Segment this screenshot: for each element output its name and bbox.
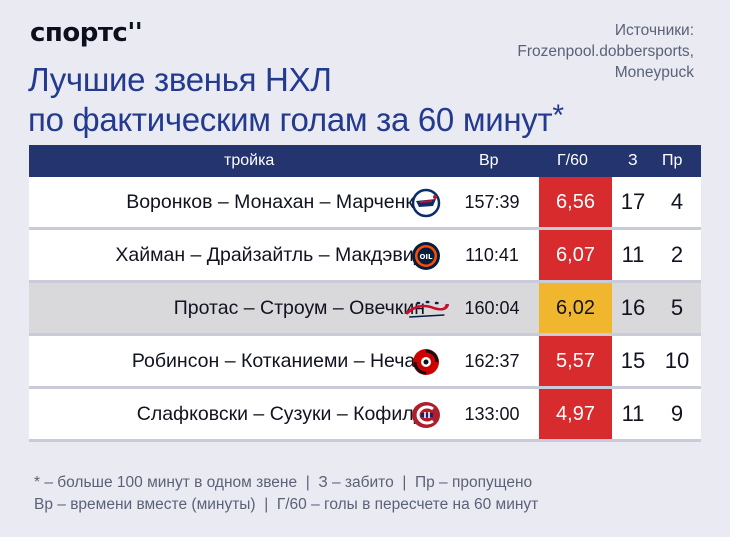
title-line2: по фактическим голам за 60 минут* bbox=[28, 99, 564, 140]
goals-scored: 16 bbox=[620, 295, 646, 320]
trio-name: Воронков – Монахан – Марченко bbox=[126, 191, 425, 213]
goals-per-60: 6,56 bbox=[539, 177, 612, 227]
table-row: Воронков – Монахан – Марченко 157:39 6,5… bbox=[29, 177, 701, 230]
goals-per-60: 4,97 bbox=[539, 389, 612, 439]
goals-per-60: 6,02 bbox=[539, 283, 612, 333]
footnote-line1: * – больше 100 минут в одном звене | З –… bbox=[34, 474, 533, 491]
sources: Источники: Frozenpool.dobbersports, Mone… bbox=[517, 20, 694, 83]
goals-scored: 17 bbox=[620, 189, 646, 214]
trio-name: Протас – Строум – Овечкин bbox=[173, 297, 425, 319]
header-gpm: Г/60 bbox=[557, 152, 588, 169]
time-together: 157:39 bbox=[464, 192, 520, 212]
brand-logo-mark: '' bbox=[127, 18, 143, 48]
goals-scored: 11 bbox=[621, 242, 645, 267]
sources-label: Источники: bbox=[614, 22, 694, 39]
goals-per-60: 6,07 bbox=[539, 230, 612, 280]
goals-allowed: 4 bbox=[670, 189, 684, 214]
title-line1: Лучшие звенья НХЛ bbox=[28, 61, 332, 98]
title-line2-text: по фактическим голам за 60 минут bbox=[28, 101, 553, 138]
table-row: Робинсон – Котканиеми – Нечас 162:37 5,5… bbox=[29, 336, 701, 389]
table-row: Слафковски – Сузуки – Кофилд 133:00 4,97… bbox=[29, 389, 701, 442]
montreal-canadiens-logo-icon bbox=[412, 402, 440, 428]
trio-name: Хайман – Драйзайтль – Макдэвид bbox=[115, 244, 425, 266]
footnote-line2: Вр – времени вместе (минуты) | Г/60 – го… bbox=[34, 496, 539, 513]
goals-allowed: 9 bbox=[670, 401, 684, 426]
goals-allowed: 5 bbox=[670, 295, 684, 320]
trio-name: Слафковски – Сузуки – Кофилд bbox=[136, 403, 425, 425]
edmonton-oilers-logo-icon: OIL bbox=[412, 242, 440, 270]
header-time: Вр bbox=[479, 152, 499, 169]
title-asterisk: * bbox=[552, 99, 564, 132]
goals-scored: 15 bbox=[620, 348, 646, 373]
brand-logo: спортс'' bbox=[30, 18, 143, 48]
goals-allowed: 10 bbox=[664, 348, 690, 373]
footnote: * – больше 100 минут в одном звене | З –… bbox=[34, 472, 538, 516]
sources-line2: Moneypuck bbox=[614, 64, 694, 81]
table-row-highlighted: Протас – Строум – Овечкин 160:04 6,02 16… bbox=[29, 283, 701, 336]
header-allowed: Пр bbox=[662, 152, 683, 169]
header-scored: З bbox=[628, 152, 638, 169]
header-trio: тройка bbox=[224, 152, 275, 169]
sources-line1: Frozenpool.dobbersports, bbox=[517, 43, 694, 60]
brand-logo-text: спортс bbox=[30, 18, 128, 48]
table-row: Хайман – Драйзайтль – Макдэвид OIL 110:4… bbox=[29, 230, 701, 283]
goals-scored: 11 bbox=[621, 401, 645, 426]
goals-allowed: 2 bbox=[670, 242, 684, 267]
trio-name: Робинсон – Котканиеми – Нечас bbox=[131, 350, 425, 372]
time-together: 110:41 bbox=[465, 245, 519, 265]
table-header: тройка Вр Г/60 З Пр bbox=[29, 145, 701, 177]
time-together: 162:37 bbox=[464, 351, 520, 371]
svg-text:OIL: OIL bbox=[419, 253, 433, 261]
lines-table: тройка Вр Г/60 З Пр Воронков – Монахан –… bbox=[29, 145, 701, 442]
carolina-hurricanes-logo-icon bbox=[413, 349, 439, 375]
goals-per-60: 5,57 bbox=[539, 336, 612, 386]
columbus-blue-jackets-logo-icon bbox=[411, 188, 441, 218]
page-title: Лучшие звенья НХЛ по фактическим голам з… bbox=[28, 60, 564, 140]
washington-capitals-logo-icon bbox=[404, 300, 449, 318]
time-together: 133:00 bbox=[464, 404, 520, 424]
time-together: 160:04 bbox=[464, 298, 520, 318]
